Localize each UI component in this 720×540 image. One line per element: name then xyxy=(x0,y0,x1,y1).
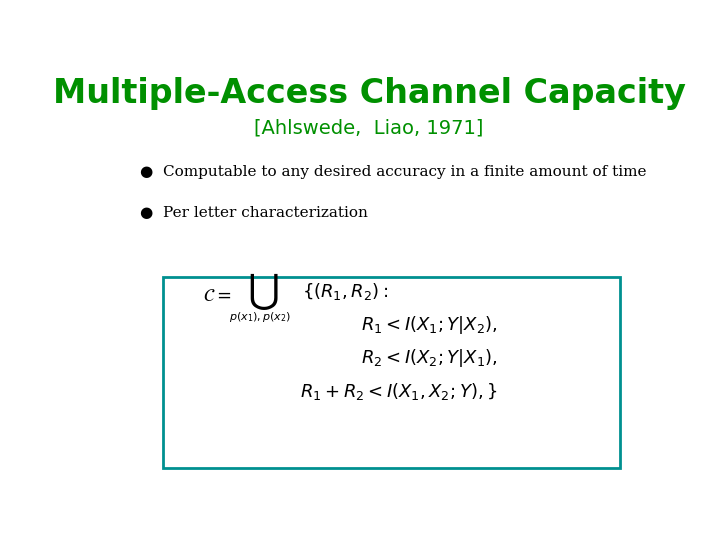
Text: $R_1 < I(X_1; Y|X_2),$: $R_1 < I(X_1; Y|X_2),$ xyxy=(361,314,498,336)
Text: Multiple-Access Channel Capacity: Multiple-Access Channel Capacity xyxy=(53,77,685,110)
Text: $\mathcal{C} = $: $\mathcal{C} = $ xyxy=(204,287,233,305)
Text: $\bigcup$: $\bigcup$ xyxy=(247,271,279,312)
FancyBboxPatch shape xyxy=(163,277,620,468)
Text: ●  Computable to any desired accuracy in a finite amount of time: ● Computable to any desired accuracy in … xyxy=(140,165,647,179)
Text: $R_2 < I(X_2; Y|X_1),$: $R_2 < I(X_2; Y|X_1),$ xyxy=(361,347,498,369)
Text: $\{(R_1, R_2):$: $\{(R_1, R_2):$ xyxy=(302,281,388,302)
Text: [Ahlswede,  Liao, 1971]: [Ahlswede, Liao, 1971] xyxy=(254,119,484,138)
Text: $p(x_1), p(x_2)$: $p(x_1), p(x_2)$ xyxy=(229,310,291,324)
Text: $R_1 + R_2 < I(X_1, X_2; Y), \}$: $R_1 + R_2 < I(X_1, X_2; Y), \}$ xyxy=(300,381,498,402)
Text: ●  Per letter characterization: ● Per letter characterization xyxy=(140,206,368,220)
